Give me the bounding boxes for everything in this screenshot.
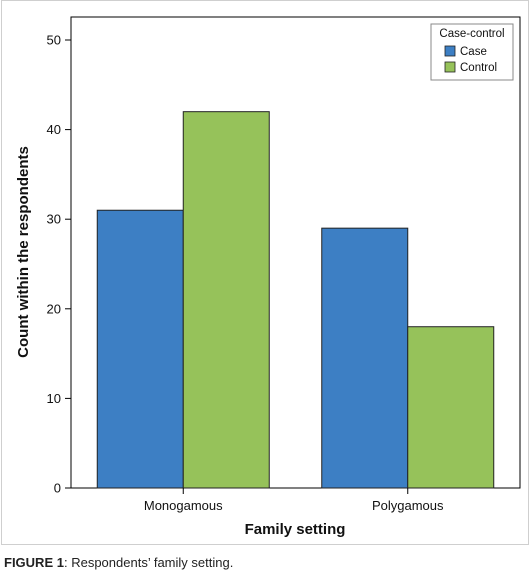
y-tick-label: 40 <box>47 122 61 137</box>
bar-control-polygamous <box>407 326 495 489</box>
bar-case-monogamous <box>96 209 184 489</box>
bar-control-monogamous <box>182 111 270 489</box>
legend: Case-control Case Control <box>430 23 514 81</box>
figure-caption: FIGURE 1: Respondents’ family setting. <box>4 555 233 570</box>
bars-group <box>96 111 495 489</box>
caption-text: Respondents’ family setting. <box>71 555 234 570</box>
y-axis-ticks: 0 10 20 30 40 50 <box>47 33 71 496</box>
y-tick-label: 0 <box>54 481 61 496</box>
legend-swatch-case <box>444 45 456 57</box>
x-axis-ticks: Monogamous Polygamous <box>144 488 444 513</box>
y-tick-label: 10 <box>47 391 61 406</box>
y-tick-label: 50 <box>47 33 61 48</box>
legend-title: Case-control <box>439 28 504 40</box>
caption-separator: : <box>63 555 72 570</box>
bar-case-polygamous <box>321 227 409 489</box>
caption-label: FIGURE 1 <box>4 555 64 570</box>
y-tick-label: 30 <box>47 212 61 227</box>
y-axis-title: Count within the respondents <box>15 146 32 358</box>
bar-chart: 0 10 20 30 40 50 Monogamous Polygamous Family … <box>15 16 521 538</box>
legend-items: Case Control <box>444 45 497 74</box>
x-tick-label: Monogamous <box>144 498 223 513</box>
x-axis-title: Family setting <box>245 521 346 538</box>
legend-label-case: Case <box>460 46 487 58</box>
legend-swatch-control <box>444 61 456 73</box>
x-tick-label: Polygamous <box>372 498 444 513</box>
legend-label-control: Control <box>460 62 497 74</box>
y-tick-label: 20 <box>47 301 61 316</box>
